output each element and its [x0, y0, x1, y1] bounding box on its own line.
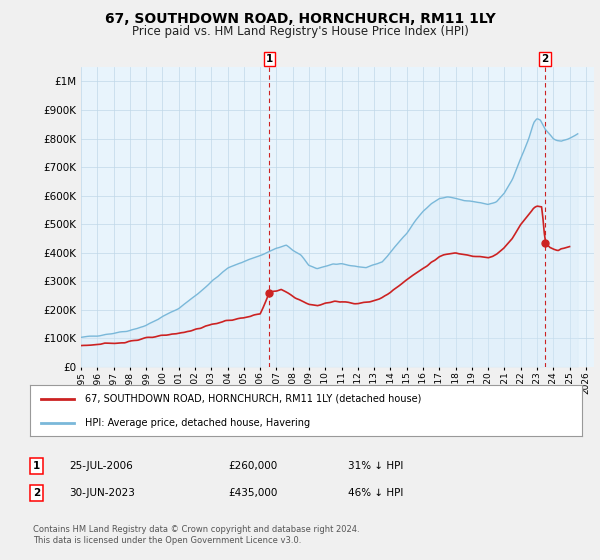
- Text: 67, SOUTHDOWN ROAD, HORNCHURCH, RM11 1LY: 67, SOUTHDOWN ROAD, HORNCHURCH, RM11 1LY: [104, 12, 496, 26]
- Text: £260,000: £260,000: [228, 461, 277, 471]
- Text: 30-JUN-2023: 30-JUN-2023: [69, 488, 135, 498]
- Text: 67, SOUTHDOWN ROAD, HORNCHURCH, RM11 1LY (detached house): 67, SOUTHDOWN ROAD, HORNCHURCH, RM11 1LY…: [85, 394, 422, 404]
- Text: 1: 1: [33, 461, 40, 471]
- Text: Price paid vs. HM Land Registry's House Price Index (HPI): Price paid vs. HM Land Registry's House …: [131, 25, 469, 38]
- Text: £435,000: £435,000: [228, 488, 277, 498]
- Text: 25-JUL-2006: 25-JUL-2006: [69, 461, 133, 471]
- Text: 1: 1: [266, 54, 273, 64]
- Text: Contains HM Land Registry data © Crown copyright and database right 2024.
This d: Contains HM Land Registry data © Crown c…: [33, 525, 359, 545]
- Text: HPI: Average price, detached house, Havering: HPI: Average price, detached house, Have…: [85, 418, 310, 428]
- Text: 2: 2: [542, 54, 549, 64]
- Text: 2: 2: [33, 488, 40, 498]
- Text: 31% ↓ HPI: 31% ↓ HPI: [348, 461, 403, 471]
- Text: 46% ↓ HPI: 46% ↓ HPI: [348, 488, 403, 498]
